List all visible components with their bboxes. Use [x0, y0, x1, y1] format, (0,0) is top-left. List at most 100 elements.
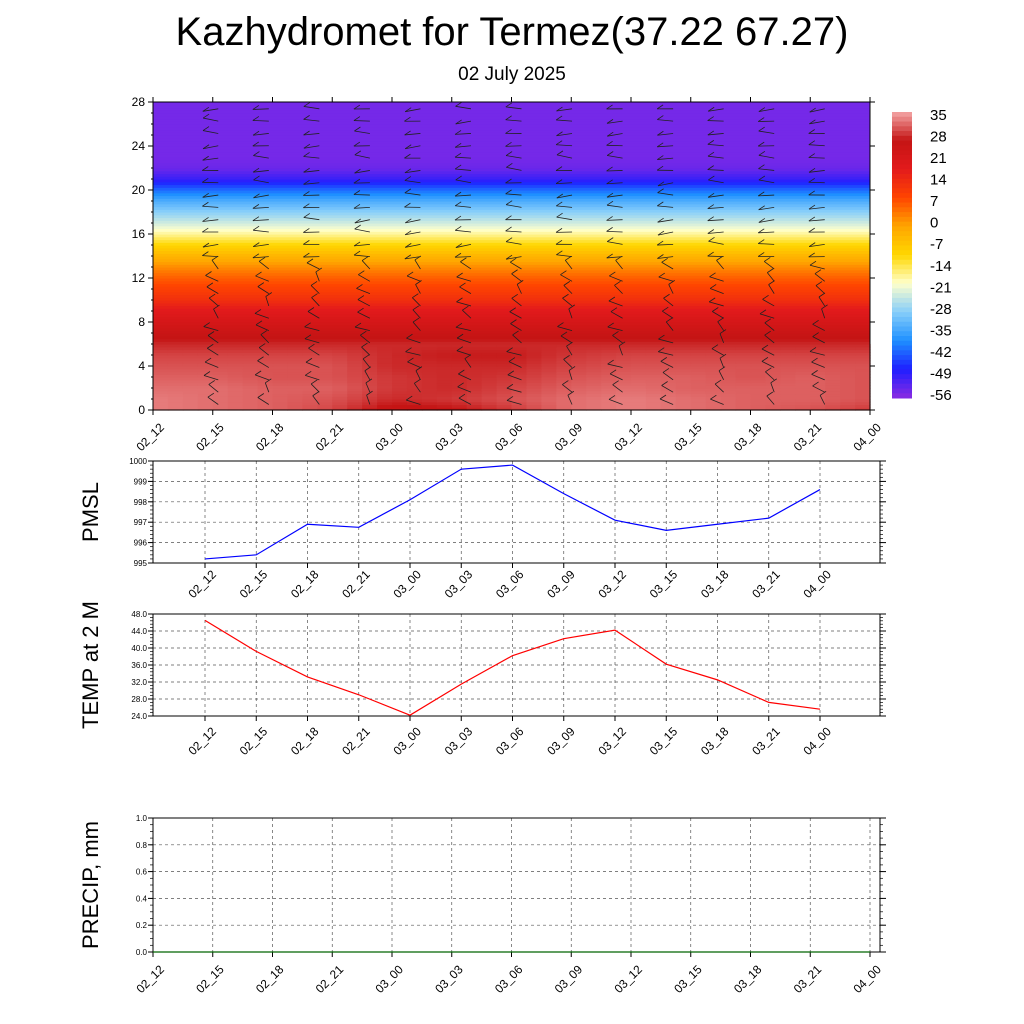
wind-barb-flag — [764, 330, 771, 336]
heatmap-cell — [720, 390, 737, 395]
heatmap-cell — [392, 407, 408, 411]
colorbar-segment — [892, 374, 912, 380]
heatmap-cell — [855, 352, 871, 356]
heatmap-cell — [616, 360, 632, 364]
heatmap-cell — [153, 344, 169, 348]
wind-barb — [252, 206, 269, 209]
heatmap-cell — [153, 352, 169, 356]
colorbar-segment — [892, 150, 912, 156]
wind-barb — [404, 133, 421, 136]
wind-barb-flag — [407, 357, 414, 363]
wind-barb — [708, 240, 724, 245]
heatmap-cell — [750, 399, 767, 403]
heatmap-cell — [631, 390, 647, 395]
heatmap-cell — [182, 404, 199, 408]
heatmap-cell — [810, 396, 826, 400]
heatmap-cell — [257, 355, 274, 359]
heatmap-cell — [631, 407, 647, 411]
heatmap-cell — [840, 393, 856, 397]
x-tick-label: 03_18 — [698, 724, 732, 758]
heatmap-cell — [421, 368, 438, 373]
heatmap-cell — [392, 357, 408, 362]
wind-barb-flag — [303, 191, 310, 196]
heatmap-cell — [780, 401, 796, 406]
heatmap-cell — [197, 393, 214, 397]
heatmap-cell — [616, 404, 632, 408]
heatmap-cell — [855, 407, 871, 411]
wind-barb-flag — [711, 344, 719, 350]
heatmap-cell — [421, 382, 438, 386]
wind-barb — [354, 326, 370, 331]
heatmap-cell — [167, 360, 184, 364]
wind-barb-flag — [707, 165, 714, 170]
heatmap-cell — [212, 363, 229, 367]
wind-barb — [405, 351, 421, 356]
heatmap-cell — [153, 363, 169, 367]
wind-barb-flag — [808, 204, 816, 210]
heatmap-cell — [377, 366, 393, 370]
heatmap-cell — [780, 388, 796, 392]
heatmap-cell — [153, 165, 870, 169]
heatmap-cell — [466, 374, 483, 378]
wind-barb — [610, 311, 623, 319]
heatmap-cell — [451, 401, 468, 406]
heatmap-cell — [780, 374, 796, 378]
heatmap-cell — [810, 349, 826, 353]
heatmap-cell — [645, 401, 662, 406]
colorbar-segment — [892, 178, 912, 184]
heatmap-cell — [302, 407, 318, 411]
heatmap-cell — [855, 390, 871, 395]
heatmap-cell — [362, 355, 378, 359]
heatmap-cell — [645, 385, 662, 389]
heatmap-cell — [795, 355, 811, 359]
wind-barb — [615, 260, 623, 270]
heatmap-cell — [660, 344, 677, 348]
heatmap-x-tick-label: 02_15 — [193, 420, 227, 454]
heatmap-cell — [855, 396, 871, 400]
heatmap-cell — [451, 377, 468, 381]
heatmap-cell — [705, 379, 722, 384]
heatmap-cell — [840, 357, 856, 362]
wind-barb — [455, 326, 472, 331]
heatmap-cell — [317, 349, 333, 353]
heatmap-x-tick-label: 04_00 — [850, 420, 884, 454]
heatmap-cell — [242, 363, 259, 367]
heatmap-cell — [347, 407, 363, 411]
heatmap-cell — [645, 390, 662, 395]
wind-barb — [556, 108, 573, 112]
heatmap-cell — [616, 377, 632, 381]
heatmap-cell — [153, 173, 870, 177]
wind-barb — [305, 374, 320, 381]
wind-barb-flag — [606, 192, 614, 198]
colorbar-segment — [892, 159, 912, 165]
heatmap-cell — [616, 363, 632, 367]
colorbar-segment — [892, 393, 912, 399]
heatmap-cell — [242, 371, 259, 375]
heatmap-cell — [481, 374, 498, 378]
wind-barb — [812, 336, 825, 344]
heatmap-cell — [287, 385, 303, 389]
heatmap-cell — [257, 390, 274, 395]
wind-barb-flag — [208, 380, 216, 385]
heatmap-cell — [675, 399, 692, 403]
heatmap-cell — [631, 352, 647, 356]
x-tick-label: 02_18 — [253, 962, 287, 996]
wind-barb — [252, 219, 269, 222]
heatmap-cell — [227, 393, 244, 397]
wind-barb — [505, 119, 522, 122]
heatmap-cell — [421, 349, 438, 353]
heatmap-cell — [242, 344, 259, 348]
heatmap-cell — [436, 355, 453, 359]
heatmap-cell — [541, 404, 557, 408]
wind-barb-flag — [506, 396, 514, 401]
wind-barb — [708, 179, 724, 184]
heatmap-cell — [257, 401, 274, 406]
heatmap-cell — [526, 363, 542, 367]
heatmap-cell — [436, 357, 453, 362]
wind-barb — [767, 272, 775, 282]
heatmap-cell — [197, 396, 214, 400]
heatmap-cell — [451, 393, 468, 397]
heatmap-cell — [451, 385, 468, 389]
heatmap-cell — [601, 368, 617, 373]
wind-barb-flag — [315, 267, 323, 273]
